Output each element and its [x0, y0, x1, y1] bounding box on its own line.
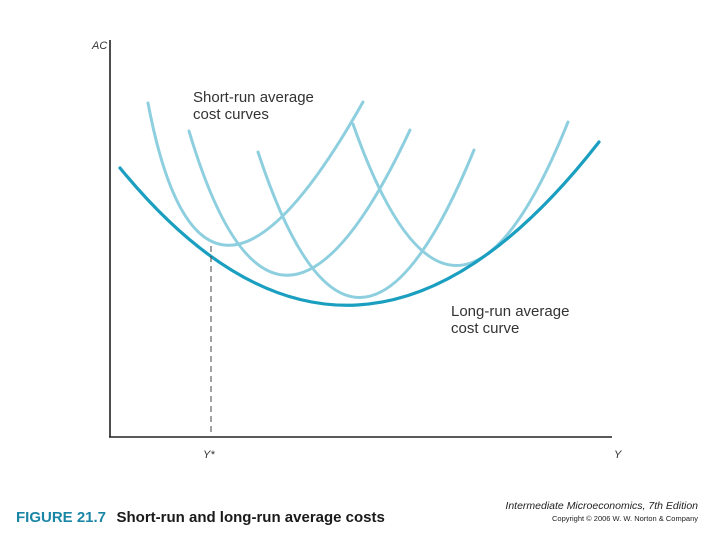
long-run-curve — [118, 140, 601, 307]
long-run-label-line-1: Long-run average — [451, 303, 569, 320]
short-run-curve-2 — [187, 128, 412, 277]
y-star-label: Y* — [203, 449, 215, 461]
book-title: Intermediate Microeconomics, 7th Edition — [505, 500, 698, 512]
y-axis-label: AC — [91, 40, 107, 52]
figure-title: Short-run and long-run average costs — [116, 509, 384, 526]
long-run-label-line-2: cost curve — [451, 320, 519, 337]
short-run-curve-1 — [146, 100, 365, 247]
copyright-notice: Copyright © 2006 W. W. Norton & Company — [552, 514, 698, 523]
short-run-curve-4 — [351, 120, 570, 267]
figure-caption: FIGURE 21.7 Short-run and long-run avera… — [16, 509, 385, 526]
x-axis-label: Y — [614, 449, 622, 461]
short-run-curves — [146, 100, 570, 299]
figure-number: FIGURE 21.7 — [16, 509, 106, 526]
short-run-curve-3 — [256, 148, 476, 299]
short-run-label-line-2: cost curves — [193, 106, 269, 123]
short-run-label-line-1: Short-run average — [193, 89, 314, 106]
